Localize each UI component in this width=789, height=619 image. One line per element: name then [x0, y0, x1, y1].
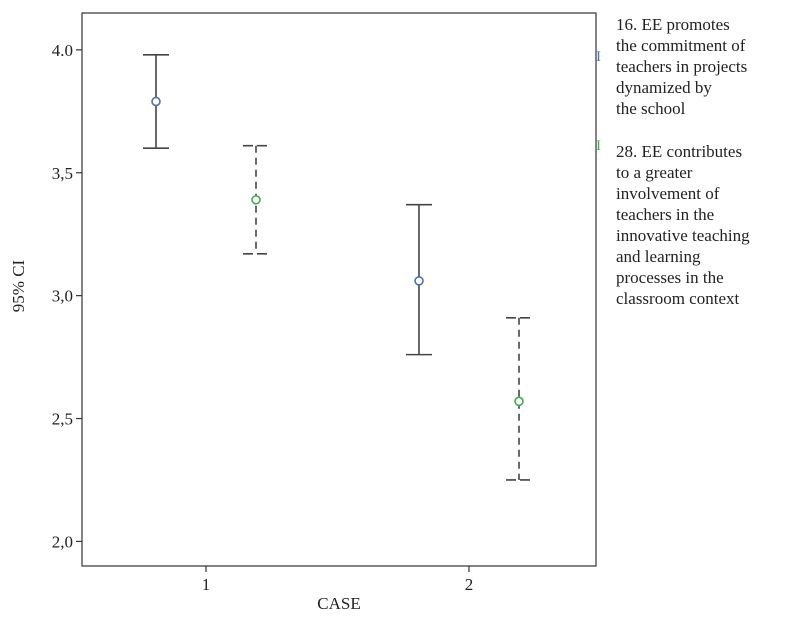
y-tick-label: 3,5 [52, 164, 73, 183]
y-axis: 2,0 2,5 3,0 3,5 4.0 [52, 41, 82, 551]
y-tick-label: 4.0 [52, 41, 73, 60]
x-tick-label: 2 [465, 575, 474, 594]
legend: I 16. EE promotes the commitment of teac… [596, 14, 789, 309]
error-bar-series-1-case-1 [143, 53, 169, 149]
mean-point [414, 276, 424, 286]
legend-errorbar-icon-green: I [596, 138, 601, 154]
x-axis-title: CASE [317, 594, 360, 613]
x-tick-label: 1 [202, 575, 211, 594]
plot-area [81, 12, 597, 567]
error-bar-series-1-case-2 [406, 203, 432, 356]
error-bars [143, 53, 532, 481]
y-tick-label: 3,0 [52, 287, 73, 306]
y-tick-label: 2,0 [52, 532, 73, 551]
mean-point [151, 96, 161, 107]
error-bar-series-2-case-1 [243, 144, 269, 255]
legend-item-28: I 28. EE contributes to a greater involv… [596, 138, 789, 309]
error-bar-series-2-case-2 [506, 316, 532, 481]
y-tick-label: 2,5 [52, 410, 73, 429]
mean-point [514, 396, 524, 407]
legend-label-28: 28. EE contributes to a greater involvem… [616, 142, 750, 308]
mean-point [251, 194, 261, 205]
legend-label-16: 16. EE promotes the commitment of teache… [616, 15, 748, 118]
legend-item-16: I 16. EE promotes the commitment of teac… [596, 14, 789, 119]
legend-errorbar-icon-blue: I [596, 49, 601, 65]
y-axis-title: 95% CI [9, 259, 28, 312]
